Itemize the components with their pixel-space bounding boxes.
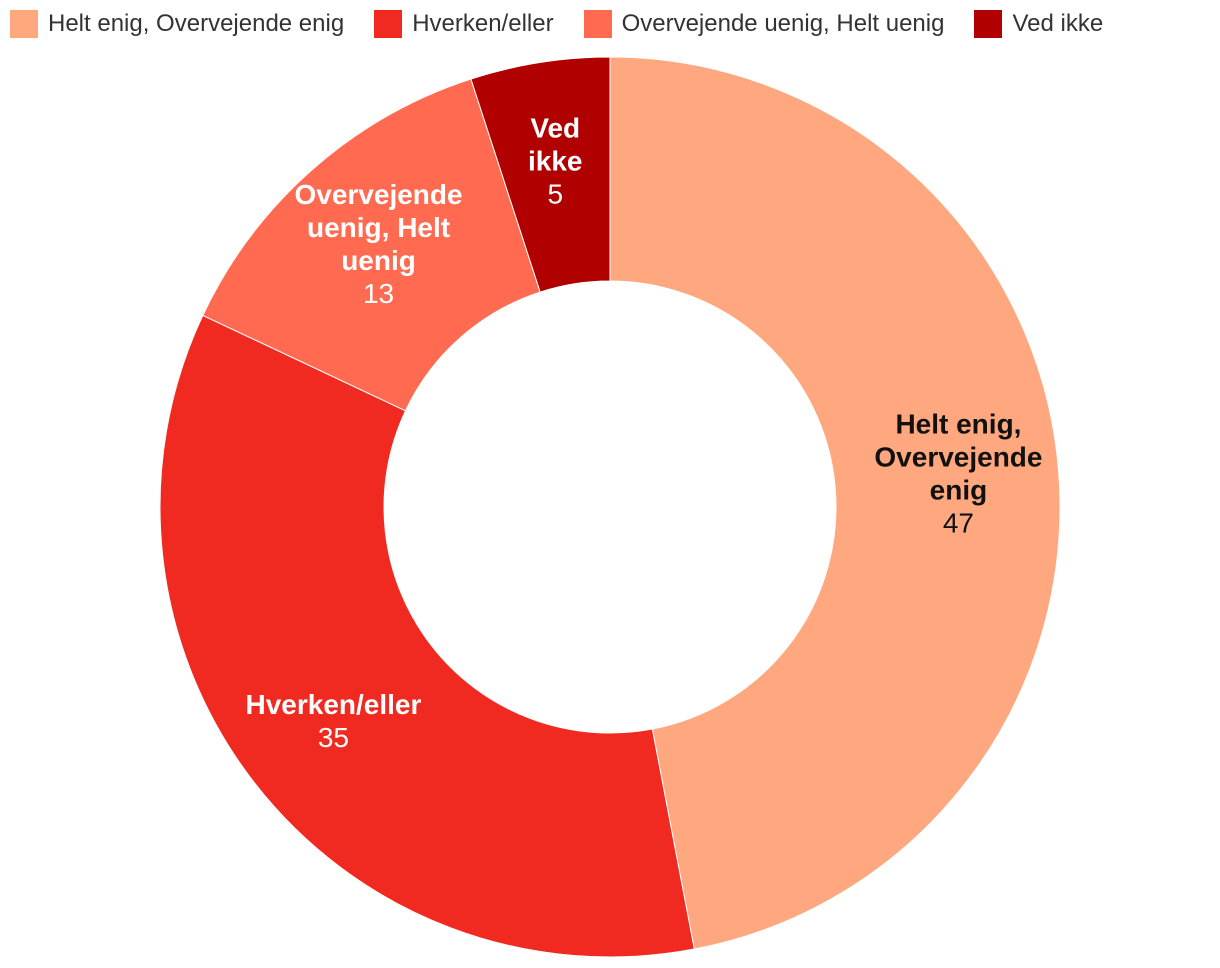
- legend-swatch-dont-know: [974, 10, 1003, 38]
- slice-label-disagree: uenig, Helt: [307, 212, 450, 243]
- slice-label-agree: Overvejende: [874, 442, 1042, 473]
- chart-legend: Helt enig, Overvejende enig Hverken/elle…: [10, 8, 1133, 40]
- donut-slice-labels: Helt enig,Overvejendeenig47Hverken/eller…: [246, 112, 1043, 753]
- slice-label-disagree: Overvejende: [294, 179, 462, 210]
- legend-item-disagree[interactable]: Overvejende uenig, Helt uenig: [583, 10, 945, 38]
- legend-label-dont-know: Ved ikke: [1012, 10, 1104, 37]
- slice-value-agree: 47: [943, 508, 974, 539]
- legend-item-agree[interactable]: Helt enig, Overvejende enig: [10, 10, 344, 38]
- slice-label-dont-know: Ved: [530, 112, 580, 143]
- slice-label-dont-know: ikke: [528, 145, 583, 176]
- legend-item-neither[interactable]: Hverken/eller: [374, 10, 554, 38]
- legend-label-disagree: Overvejende uenig, Helt uenig: [621, 10, 945, 37]
- slice-value-dont-know: 5: [547, 178, 563, 209]
- donut-slices: [159, 56, 1061, 958]
- legend-swatch-agree: [10, 10, 38, 38]
- legend-label-neither: Hverken/eller: [412, 10, 554, 37]
- slice-label-agree: Helt enig,: [895, 409, 1021, 440]
- donut-slice-dont-know[interactable]: [470, 56, 611, 293]
- legend-item-dont-know[interactable]: Ved ikke: [974, 10, 1103, 38]
- slice-label-agree: enig: [930, 475, 988, 506]
- legend-swatch-disagree: [583, 10, 612, 38]
- slice-label-neither: Hverken/eller: [246, 689, 422, 720]
- legend-label-agree: Helt enig, Overvejende enig: [48, 10, 345, 37]
- donut-slice-agree[interactable]: [609, 56, 1061, 950]
- slice-value-neither: 35: [318, 722, 349, 753]
- slice-value-disagree: 13: [363, 278, 394, 309]
- legend-swatch-neither: [374, 10, 403, 38]
- donut-slice-disagree[interactable]: [202, 78, 541, 412]
- donut-slice-neither[interactable]: [159, 314, 695, 958]
- slice-label-disagree: uenig: [341, 245, 416, 276]
